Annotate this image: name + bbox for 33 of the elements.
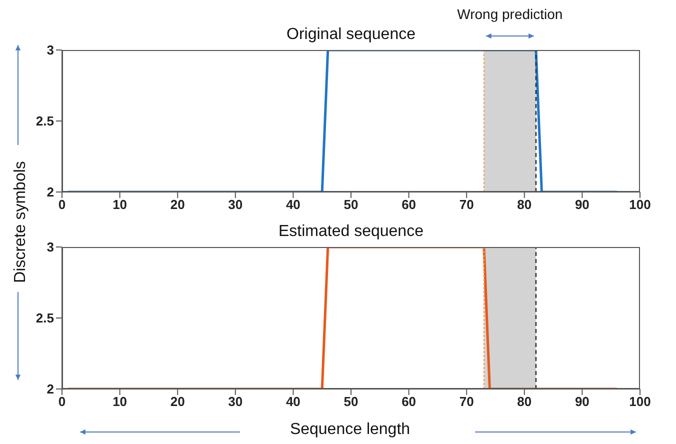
chart-title: Estimated sequence [278, 223, 424, 241]
y-axis-title: Discrete symbols [12, 160, 30, 285]
y-tick-label: 2 [46, 382, 54, 397]
x-tick-label: 0 [58, 197, 66, 212]
x-tick-label: 50 [344, 197, 358, 212]
x-tick-label: 40 [286, 197, 300, 212]
x-tick-label: 40 [286, 394, 300, 410]
x-tick-label: 80 [517, 394, 532, 410]
x-axis-title: Sequence length [288, 421, 412, 439]
x-tick-label: 30 [228, 394, 243, 410]
x-tick-label: 70 [459, 197, 474, 212]
x-tick-label: 10 [112, 394, 128, 410]
y-tick-label: 2.5 [36, 310, 54, 326]
chart-title: Original sequence [286, 26, 416, 44]
x-tick-label: 90 [574, 197, 590, 212]
x-tick-label: 100 [629, 197, 651, 212]
x-tick-label: 20 [170, 394, 185, 410]
x-tick-label: 90 [574, 394, 590, 410]
y-tick-label: 3 [46, 240, 54, 255]
x-tick-label: 20 [170, 197, 185, 212]
y-tick-label: 2 [46, 184, 54, 200]
x-tick-label: 30 [228, 197, 243, 212]
x-tick-label: 60 [402, 197, 416, 212]
y-tick-label: 3 [46, 42, 54, 58]
x-tick-label: 70 [459, 394, 474, 410]
x-tick-label: 100 [629, 394, 651, 410]
x-tick-label: 10 [112, 197, 128, 212]
x-tick-label: 50 [344, 394, 358, 410]
x-tick-label: 80 [517, 197, 532, 212]
y-tick-label: 2.5 [36, 114, 54, 129]
band-label: Wrong prediction [456, 6, 564, 22]
x-tick-label: 60 [402, 394, 416, 410]
x-tick-label: 0 [58, 394, 66, 410]
